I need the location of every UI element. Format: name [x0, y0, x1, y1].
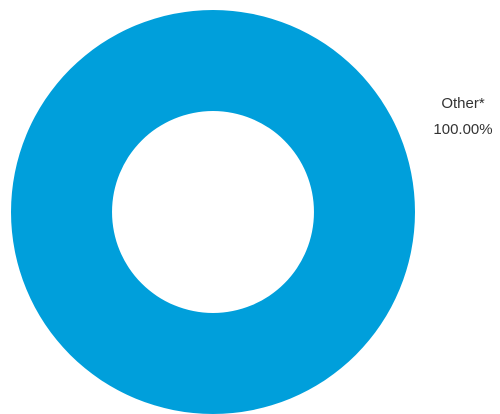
slice-label: Other* [441, 95, 485, 112]
slice-value-label: 100.00% [433, 121, 492, 138]
slice [11, 10, 415, 414]
